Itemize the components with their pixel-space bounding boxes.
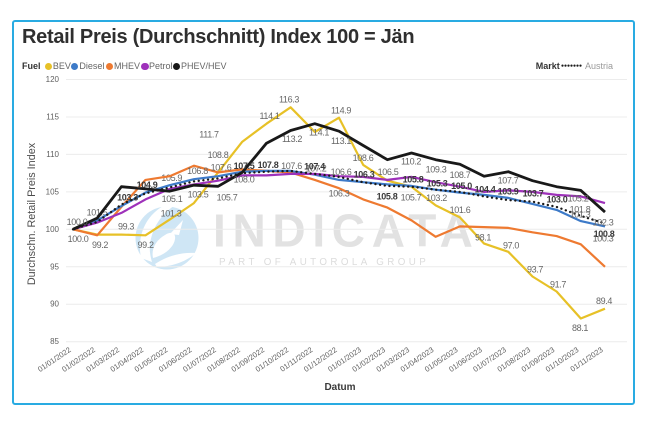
svg-text:103.5: 103.5 <box>188 190 209 200</box>
svg-text:109.3: 109.3 <box>426 164 447 174</box>
svg-text:98.1: 98.1 <box>475 233 491 243</box>
svg-text:107.2: 107.2 <box>306 164 327 174</box>
svg-text:100.0: 100.0 <box>67 217 88 227</box>
svg-text:115: 115 <box>46 113 59 122</box>
svg-text:90: 90 <box>50 300 59 309</box>
svg-text:85: 85 <box>50 337 59 346</box>
svg-text:97.0: 97.0 <box>503 241 519 251</box>
svg-text:105.8: 105.8 <box>377 192 398 202</box>
svg-text:114.1: 114.1 <box>259 111 279 121</box>
svg-text:105.2: 105.2 <box>568 194 589 204</box>
svg-text:106.5: 106.5 <box>378 167 399 177</box>
svg-text:101.3: 101.3 <box>570 210 591 220</box>
svg-text:111.7: 111.7 <box>199 130 219 140</box>
svg-text:106.6: 106.6 <box>331 167 352 177</box>
svg-text:105.1: 105.1 <box>162 194 183 204</box>
svg-text:114.1: 114.1 <box>309 128 329 138</box>
svg-text:114.9: 114.9 <box>331 106 351 116</box>
svg-text:100.0: 100.0 <box>68 234 89 244</box>
svg-text:107.4: 107.4 <box>304 162 325 172</box>
svg-text:108.6: 108.6 <box>353 153 374 163</box>
svg-text:108.0: 108.0 <box>234 175 255 185</box>
svg-text:103.7: 103.7 <box>523 189 544 199</box>
svg-text:106.8: 106.8 <box>187 166 208 176</box>
svg-text:101.3: 101.3 <box>161 209 182 219</box>
svg-text:116.3: 116.3 <box>279 95 299 105</box>
svg-text:113.1: 113.1 <box>331 136 351 146</box>
svg-text:INDICATA: INDICATA <box>213 205 480 257</box>
svg-text:108.8: 108.8 <box>208 150 229 160</box>
svg-text:101.8: 101.8 <box>570 205 591 215</box>
svg-text:105.0: 105.0 <box>451 181 472 191</box>
svg-text:105.3: 105.3 <box>427 178 448 188</box>
svg-text:99.2: 99.2 <box>138 240 154 250</box>
svg-text:105.8: 105.8 <box>403 175 424 185</box>
svg-text:89.4: 89.4 <box>596 296 612 306</box>
svg-text:105: 105 <box>46 187 60 196</box>
svg-text:102.3: 102.3 <box>593 218 614 228</box>
svg-text:105.7: 105.7 <box>217 193 238 203</box>
svg-text:103.9: 103.9 <box>498 187 519 197</box>
svg-text:105.9: 105.9 <box>161 173 182 183</box>
svg-text:106.3: 106.3 <box>329 189 350 199</box>
svg-text:93.7: 93.7 <box>527 265 543 275</box>
svg-text:101.5: 101.5 <box>87 208 108 218</box>
svg-text:107.6: 107.6 <box>211 163 232 173</box>
svg-text:120: 120 <box>46 75 60 84</box>
svg-text:110.2: 110.2 <box>401 157 421 167</box>
svg-text:91.7: 91.7 <box>550 280 566 290</box>
svg-text:108.7: 108.7 <box>450 170 471 180</box>
svg-text:99.2: 99.2 <box>92 240 108 250</box>
svg-text:PART OF AUTOROLA GROUP: PART OF AUTOROLA GROUP <box>219 257 429 268</box>
svg-text:103.0: 103.0 <box>547 195 568 205</box>
svg-text:103.2: 103.2 <box>426 193 447 203</box>
svg-text:88.1: 88.1 <box>572 323 588 333</box>
svg-text:107.7: 107.7 <box>498 176 519 186</box>
svg-text:106.3: 106.3 <box>354 170 375 180</box>
svg-text:95: 95 <box>50 262 59 271</box>
svg-text:100: 100 <box>46 225 60 234</box>
svg-text:100.8: 100.8 <box>594 229 615 239</box>
svg-text:103.3: 103.3 <box>117 193 138 203</box>
svg-text:104.9: 104.9 <box>137 180 158 190</box>
svg-text:101.6: 101.6 <box>450 205 471 215</box>
svg-text:105.7: 105.7 <box>401 193 422 203</box>
svg-text:107.5: 107.5 <box>234 161 255 171</box>
svg-text:107.8: 107.8 <box>258 160 279 170</box>
svg-text:113.2: 113.2 <box>282 134 302 144</box>
svg-text:99.3: 99.3 <box>118 222 134 232</box>
svg-text:110: 110 <box>46 150 59 159</box>
svg-text:107.6: 107.6 <box>281 161 302 171</box>
svg-text:104.4: 104.4 <box>475 185 496 195</box>
svg-text:100.3: 100.3 <box>593 234 614 244</box>
